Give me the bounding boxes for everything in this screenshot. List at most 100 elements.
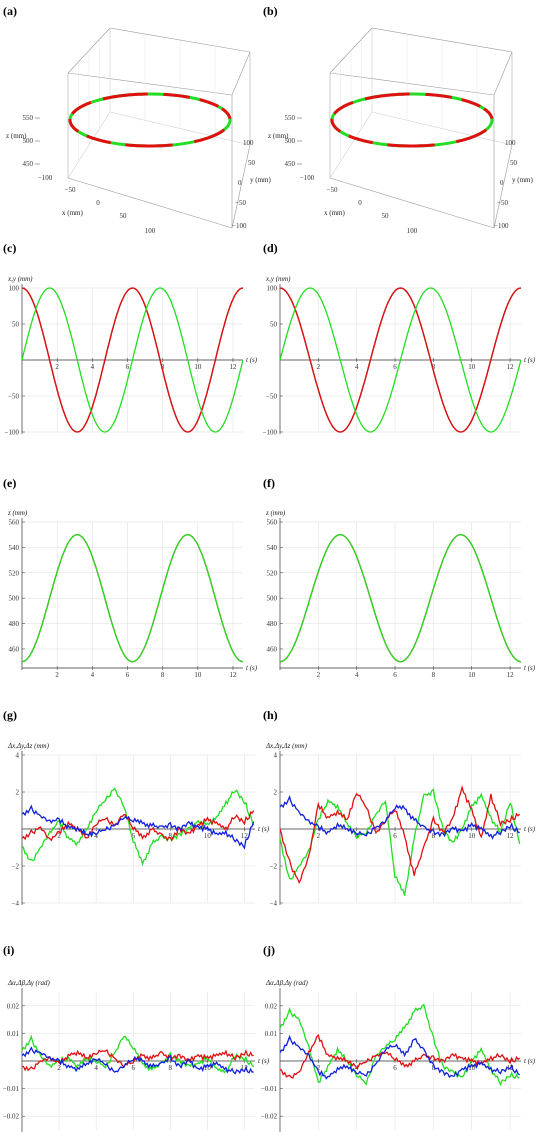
series-red-3d [348, 134, 374, 145]
x-tick-label: 4 [355, 363, 359, 371]
series-blue [22, 804, 255, 850]
x-tick-label: 8 [432, 671, 436, 679]
x-axis-label: t (s) [258, 1057, 270, 1065]
series-green [280, 287, 521, 433]
box-edge-front [67, 177, 233, 229]
x-tick-label: −50 [65, 186, 76, 194]
x-tick-label: 2 [317, 671, 321, 679]
x-tick-label: 12 [241, 832, 249, 840]
x-tick-label: 0 [96, 199, 100, 207]
x-tick-label: 100 [145, 227, 156, 235]
y-tick-label: 460 [9, 645, 20, 653]
series-red-3d [364, 92, 410, 101]
x-tick-label: 4 [94, 1064, 98, 1072]
x-tick-label: 10 [194, 671, 202, 679]
x-tick-label: 12 [507, 832, 515, 840]
y-tick-label: 520 [267, 569, 278, 577]
x-tick-label: 0 [358, 199, 362, 207]
x-tick-label: 2 [55, 363, 59, 371]
y-tick-label: 100 [243, 139, 254, 147]
box-edge-top [493, 51, 513, 96]
y-tick-label: −2 [270, 863, 278, 871]
y-tick-label: −2 [12, 863, 20, 871]
series-red [22, 810, 255, 842]
x-tick-label: −100 [300, 174, 315, 182]
y-tick-label: 100 [267, 285, 278, 293]
series-green [22, 534, 243, 663]
series-green [280, 788, 521, 896]
y-axis-label: Δα,Δβ,Δγ (rad) [7, 979, 51, 987]
panel-label-j: (j) [263, 943, 275, 957]
plot-g: 2 4 6 8 10 12 4 2 −2 −4 Δx,Δy,Δz (mm) t (s) [7, 742, 270, 908]
x-tick-label: 6 [393, 1064, 397, 1072]
series-red-3d [330, 118, 342, 133]
x-tick-label: 8 [169, 832, 173, 840]
series-red-3d [163, 92, 191, 99]
series-red-3d [425, 92, 453, 99]
series-blue [280, 795, 520, 840]
x-tick-label: 12 [507, 671, 515, 679]
panel-label-e: (e) [3, 476, 16, 490]
y-tick-label: 560 [9, 519, 20, 527]
y-tick-label: 50 [510, 159, 518, 167]
panel-label-f: (f) [263, 476, 275, 490]
x-axis-label: t (s) [524, 825, 536, 833]
x-tick-label: 8 [432, 1064, 436, 1072]
y-tick-label: 2 [274, 789, 278, 797]
x-tick-label: 6 [131, 1064, 135, 1072]
x-axis-label: t (s) [524, 664, 536, 672]
series-red [280, 287, 521, 433]
panel-label-i: (i) [3, 943, 14, 957]
plot-d: 2 4 6 8 10 12 100 50 −50 −100 x,y (mm) t (s) [263, 275, 536, 437]
y-tick-label: 100 [9, 285, 20, 293]
y-tick-label: 0 [238, 179, 242, 187]
z-tick-label: 550 [23, 114, 34, 122]
plot-f: 2 4 6 8 10 12 560 540 520 500 480 460 z (mm) t (s) [265, 509, 536, 679]
y-tick-label: 540 [267, 544, 278, 552]
y-tick-label: −50 [497, 199, 508, 207]
x-tick-label: 10 [204, 1064, 212, 1072]
panel-label-g: (g) [3, 708, 17, 722]
series-red-3d [71, 100, 92, 115]
y-tick-label: 0.02 [7, 1002, 20, 1010]
box-edge-front [493, 144, 513, 229]
y-tick-label: 500 [9, 595, 20, 603]
box-edge-front [231, 144, 251, 229]
y-axis-label: x,y (mm) [265, 275, 291, 283]
x-tick-label: 2 [55, 671, 59, 679]
x-tick-label: 2 [317, 363, 321, 371]
x-tick-label: 8 [169, 1064, 173, 1072]
series-red-3d [68, 118, 80, 133]
y-tick-label: −50 [8, 393, 19, 401]
series-blue [280, 1034, 520, 1080]
x-tick-label: 50 [382, 212, 390, 220]
y-tick-label: −100 [5, 429, 20, 437]
y-axis-label: y (mm) [250, 176, 271, 184]
box-edge-top [329, 72, 495, 96]
x-axis-label: t (s) [258, 825, 270, 833]
x-tick-label: 6 [131, 832, 135, 840]
panel-label-b: (b) [263, 4, 278, 18]
plot-e: 2 4 6 8 10 12 560 540 520 500 480 460 z (mm) t (s) [7, 509, 258, 679]
series-red-3d [194, 128, 226, 144]
y-tick-label: −50 [235, 199, 246, 207]
y-axis-label: Δx,Δy,Δz (mm) [265, 742, 308, 750]
box-edge-front [329, 177, 495, 229]
x-axis-label: t (s) [246, 356, 258, 364]
z-tick-label: 450 [23, 160, 34, 168]
y-tick-label: 50 [248, 159, 256, 167]
y-tick-label: 480 [9, 620, 20, 628]
box-edge-top [231, 51, 251, 96]
y-tick-label: 500 [267, 595, 278, 603]
y-tick-label: 50 [12, 321, 20, 329]
y-tick-label: 100 [505, 139, 516, 147]
x-tick-label: −50 [327, 186, 338, 194]
y-tick-label: 0.01 [7, 1030, 20, 1038]
x-tick-label: 8 [161, 363, 165, 371]
y-tick-label: 480 [267, 620, 278, 628]
z-axis-label: z (mm) [268, 132, 289, 140]
y-axis-label: Δα,Δβ,Δγ (rad) [265, 979, 309, 987]
z-tick-label: 500 [285, 137, 296, 145]
x-axis-label: t (s) [524, 356, 536, 364]
